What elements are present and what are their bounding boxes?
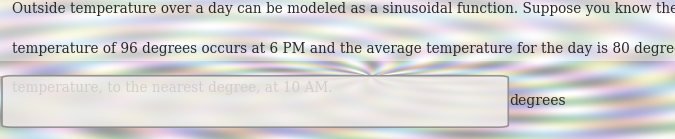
- Text: temperature, to the nearest degree, at 10 AM.: temperature, to the nearest degree, at 1…: [12, 81, 333, 95]
- Text: degrees: degrees: [510, 94, 566, 108]
- Text: Outside temperature over a day can be modeled as a sinusoidal function. Suppose : Outside temperature over a day can be mo…: [12, 2, 675, 16]
- Bar: [0, 0, 675, 61]
- FancyBboxPatch shape: [2, 76, 508, 127]
- Text: temperature of 96 degrees occurs at 6 PM and the average temperature for the day: temperature of 96 degrees occurs at 6 PM…: [12, 42, 675, 56]
